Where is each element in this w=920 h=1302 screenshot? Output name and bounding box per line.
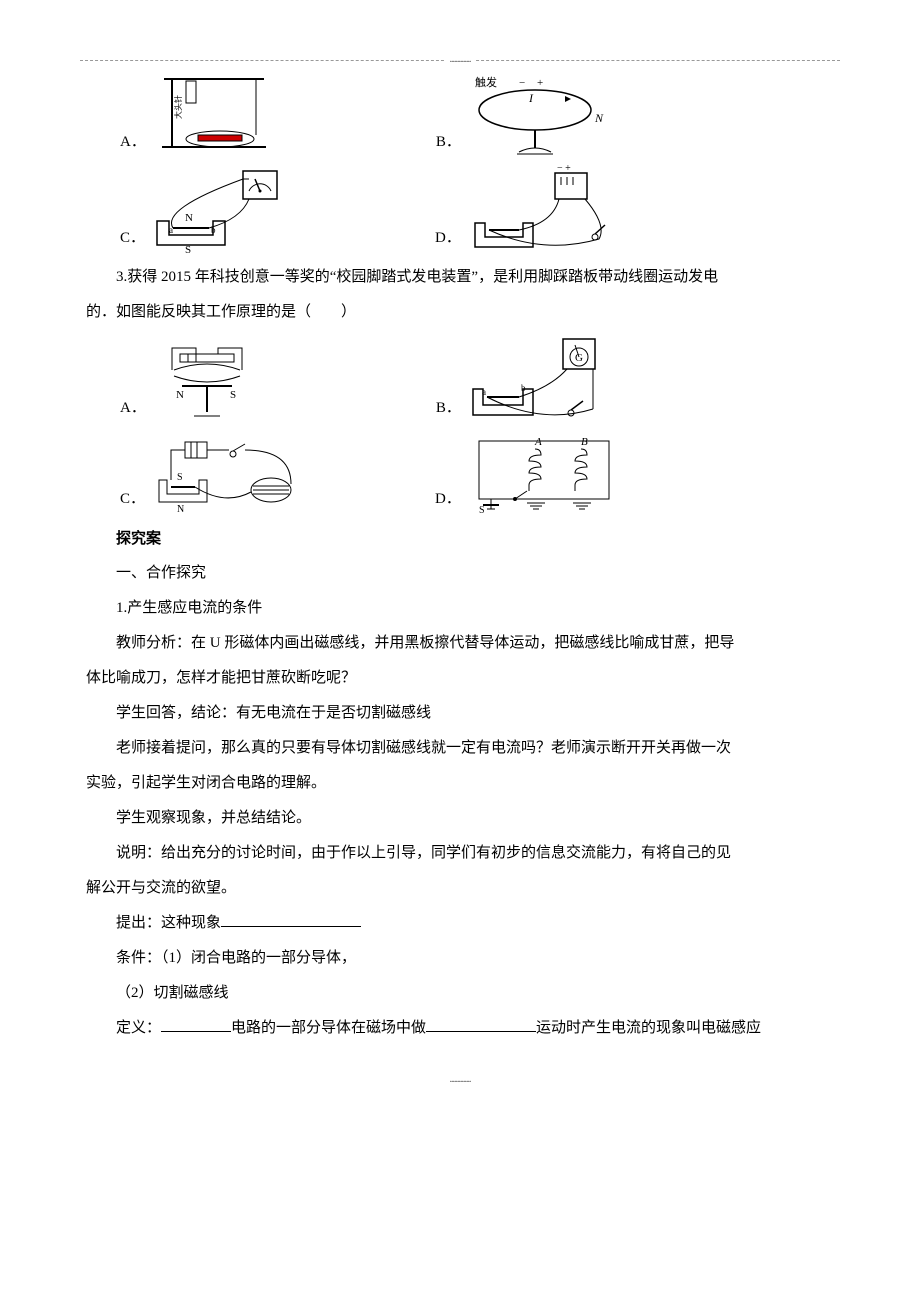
figure-set-2-row-2: C． S N D． bbox=[120, 431, 840, 516]
figure-1A: A． 大头针 bbox=[120, 69, 272, 159]
figure-2C: C． S N bbox=[120, 436, 301, 516]
blank-def-1 bbox=[161, 1017, 231, 1032]
svg-text:b: b bbox=[521, 383, 526, 393]
figure-2D: D． S A B bbox=[435, 431, 617, 516]
diagram-2C-icon: S N bbox=[151, 436, 301, 516]
diagram-1B-icon: 触发 − + I N bbox=[467, 74, 617, 159]
svg-text:N: N bbox=[177, 504, 184, 515]
figure-1C: C． N S a b bbox=[120, 165, 301, 255]
student-answer: 学生回答，结论：有无电流在于是否切割磁感线 bbox=[80, 697, 840, 730]
diagram-1D-icon: − + bbox=[467, 165, 617, 255]
section-heading: 探究案 bbox=[80, 522, 840, 555]
diagram-1A-icon: 大头针 bbox=[152, 69, 272, 159]
svg-text:大头针: 大头针 bbox=[173, 95, 183, 119]
svg-text:a: a bbox=[482, 387, 486, 397]
figure-label-2D: D． bbox=[435, 483, 461, 516]
condition-1: 条件：（1）闭合电路的一部分导体， bbox=[80, 942, 840, 975]
tichu-line: 提出：这种现象 bbox=[80, 907, 840, 940]
figure-set-2-row-1: A． N S B． G a b bbox=[120, 335, 840, 425]
question-3-line-2: 的．如图能反映其工作原理的是（ ） bbox=[80, 296, 840, 329]
explain-2: 解公开与交流的欲望。 bbox=[80, 872, 840, 905]
figure-1D: D． − + bbox=[435, 165, 617, 255]
figure-label-1B: B． bbox=[436, 126, 461, 159]
blank-def-2 bbox=[426, 1017, 536, 1032]
teacher-followup-1: 老师接着提问，那么真的只要有导体切割磁感线就一定有电流吗？老师演示断开开关再做一… bbox=[80, 732, 840, 765]
diagram-2B-icon: G a b bbox=[467, 335, 617, 425]
explain-1: 说明：给出充分的讨论时间，由于作以上引导，同学们有初步的信息交流能力，有将自己的… bbox=[80, 837, 840, 870]
definition-mid-1: 电路的一部分导体在磁场中做 bbox=[231, 1020, 426, 1036]
diagram-1C-icon: N S a b bbox=[151, 165, 301, 255]
blank-phenomenon bbox=[221, 912, 361, 927]
svg-text:S: S bbox=[177, 472, 183, 483]
figure-2A: A． N S bbox=[120, 340, 262, 425]
figure-label-1D: D． bbox=[435, 222, 461, 255]
diagram-2D-icon: S A B bbox=[467, 431, 617, 516]
svg-text:N: N bbox=[594, 111, 604, 125]
svg-text:N: N bbox=[185, 212, 193, 224]
figure-2B: B． G a b bbox=[436, 335, 617, 425]
top-horizontal-rule bbox=[80, 60, 840, 61]
subsection-1: 一、合作探究 bbox=[80, 557, 840, 590]
condition-2: （2）切割磁感线 bbox=[80, 977, 840, 1010]
svg-text:G: G bbox=[575, 352, 583, 364]
svg-text:S: S bbox=[185, 244, 191, 255]
teacher-analysis-1: 教师分析：在 U 形磁体内画出磁感线，并用黑板擦代替导体运动，把磁感线比喻成甘蔗… bbox=[80, 627, 840, 660]
figure-set-1-row-1: A． 大头针 B． 触发 − + I N bbox=[120, 69, 840, 159]
figure-label-1C: C． bbox=[120, 222, 145, 255]
diagram-2A-icon: N S bbox=[152, 340, 262, 425]
figure-label-1A: A． bbox=[120, 126, 146, 159]
svg-text:N: N bbox=[176, 389, 184, 401]
svg-text:触发: 触发 bbox=[475, 75, 497, 89]
tichu-prefix: 提出：这种现象 bbox=[116, 915, 221, 931]
svg-text:A: A bbox=[534, 436, 542, 448]
figure-label-2A: A． bbox=[120, 392, 146, 425]
bottom-dots: .............. bbox=[80, 1069, 840, 1091]
svg-text:−: − bbox=[519, 77, 525, 89]
svg-text:S: S bbox=[479, 505, 485, 516]
definition-line: 定义： 电路的一部分导体在磁场中做 运动时产生电流的现象叫电磁感应 bbox=[80, 1012, 840, 1045]
figure-1B: B． 触发 − + I N bbox=[436, 74, 617, 159]
definition-prefix: 定义： bbox=[116, 1020, 161, 1036]
definition-mid-2: 运动时产生电流的现象叫电磁感应 bbox=[536, 1020, 761, 1036]
student-observe: 学生观察现象，并总结结论。 bbox=[80, 802, 840, 835]
svg-text:S: S bbox=[230, 389, 236, 401]
figure-label-2B: B． bbox=[436, 392, 461, 425]
svg-text:B: B bbox=[581, 436, 588, 448]
svg-text:+: + bbox=[537, 77, 543, 89]
teacher-followup-2: 实验，引起学生对闭合电路的理解。 bbox=[80, 767, 840, 800]
teacher-analysis-2: 体比喻成刀，怎样才能把甘蔗砍断吃呢？ bbox=[80, 662, 840, 695]
question-3-line-1: 3.获得 2015 年科技创意一等奖的“校园脚踏式发电装置”，是利用脚踩踏板带动… bbox=[80, 261, 840, 294]
item-1: 1.产生感应电流的条件 bbox=[80, 592, 840, 625]
figure-label-2C: C． bbox=[120, 483, 145, 516]
figure-set-1-row-2: C． N S a b D． − + bbox=[120, 165, 840, 255]
svg-text:− +: − + bbox=[557, 165, 571, 174]
